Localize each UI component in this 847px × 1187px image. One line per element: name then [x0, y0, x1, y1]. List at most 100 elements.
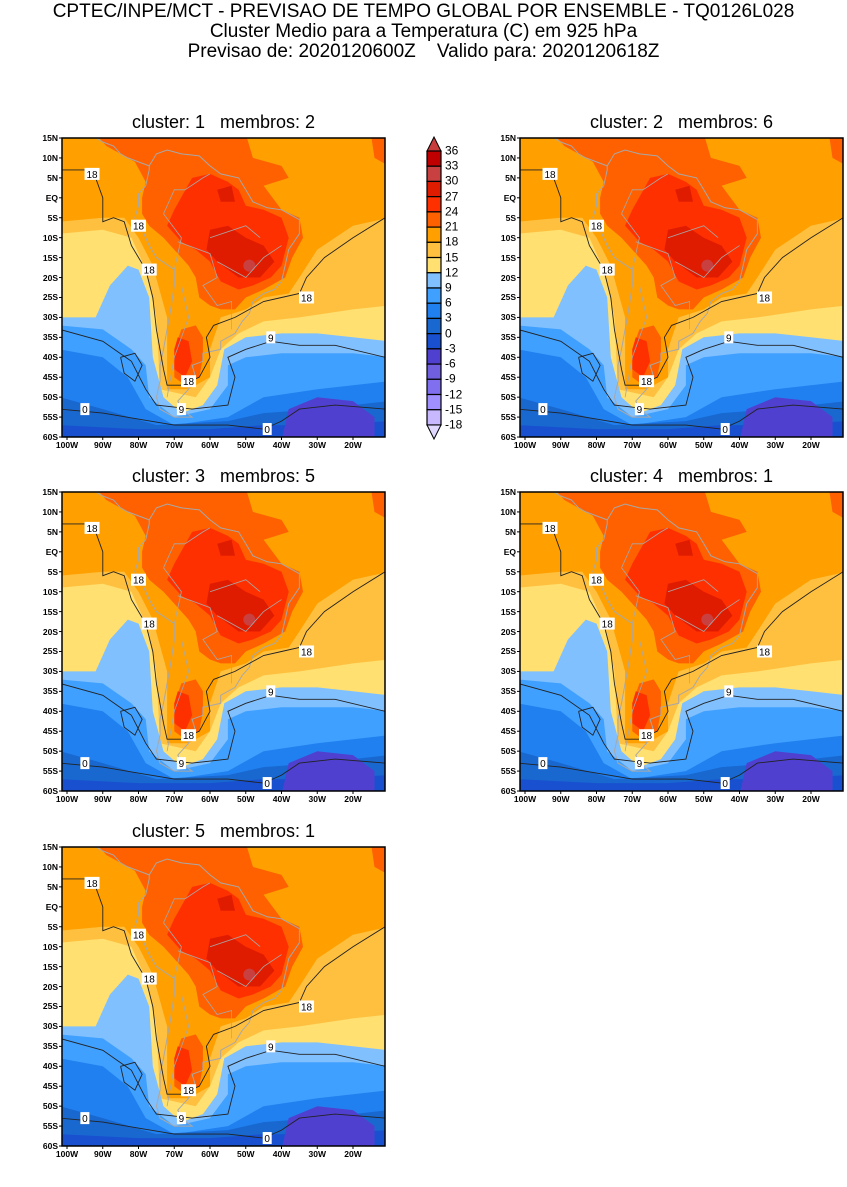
panel-title: cluster: 2 membros: 6 [589, 112, 774, 132]
colorbar-max-triangle [426, 135, 442, 152]
lon-tick-label: 70W [165, 794, 183, 804]
header-line-3: Previsao de: 2020120600Z Valido para: 20… [187, 41, 660, 62]
colorbar-label: 18 [445, 234, 459, 249]
country-border [163, 173, 211, 270]
contour-line [120, 352, 143, 382]
contour-label-bg [262, 423, 272, 436]
colorbar-swatch [426, 196, 442, 213]
header-line-2: Cluster Medio para a Temperatura (C) em … [209, 21, 638, 42]
lat-tick-label: 5N [47, 881, 58, 892]
lat-tick-label: 5S [505, 566, 516, 577]
lat-tick-label: 40S [500, 706, 516, 717]
lat-tick-label: EQ [45, 192, 58, 203]
lon-tick-label: 40W [730, 440, 749, 450]
lat-tick-label: EQ [503, 192, 516, 203]
contour-label: 18 [301, 647, 313, 658]
map-frame [519, 491, 844, 792]
band-minus6-minus3 [740, 397, 833, 437]
country-border [166, 285, 190, 398]
lat-tick-label: 30S [42, 666, 58, 677]
contour-label: 0 [722, 779, 728, 790]
contour-line [62, 523, 385, 740]
band-minus6-minus3 [740, 751, 833, 791]
country-border [209, 579, 261, 593]
contour-label: 18 [183, 731, 195, 742]
contour-label-bg [80, 403, 90, 416]
lon-tick-label: 30W [308, 1149, 326, 1159]
contour-label: 0 [264, 779, 270, 790]
colorbar-swatch [426, 287, 442, 304]
panel-title: cluster: 5 membros: 1 [131, 821, 316, 841]
lon-tick-label: 50W [695, 440, 713, 450]
contour-label-bg [266, 331, 276, 344]
lat-tick-label: 35S [500, 332, 516, 343]
contour-label-bg [589, 219, 605, 232]
lat-tick-label: 50S [42, 1101, 58, 1112]
contour-label: 18 [133, 931, 145, 942]
country-border [217, 954, 282, 988]
map-frame [61, 491, 386, 792]
contour-label: 18 [602, 266, 614, 277]
lat-tick-label: 35S [42, 686, 58, 697]
lat-tick-label: 5N [47, 172, 58, 183]
lat-tick-label: 15S [42, 252, 58, 263]
lat-tick-label: 45S [42, 372, 58, 383]
lat-tick-label: 60S [42, 1141, 58, 1152]
contour-label: 18 [301, 293, 313, 304]
country-border [177, 241, 232, 330]
contour-label-bg [542, 167, 558, 180]
colorbar-label: -3 [445, 341, 456, 356]
lon-tick-label: 100W [55, 794, 79, 804]
lat-tick-label: 35S [500, 686, 516, 697]
lat-tick-label: 15S [500, 606, 516, 617]
lon-tick-label: 100W [513, 440, 537, 450]
contour-label: 9 [268, 1042, 274, 1053]
contour-label-bg [181, 375, 197, 388]
contour-label-bg [131, 573, 147, 586]
colorbar-label: 36 [445, 143, 459, 158]
contour-label-bg [299, 291, 315, 304]
lat-tick-label: 50S [500, 746, 516, 757]
contour-label: 18 [641, 377, 653, 388]
lat-tick-label: 30S [42, 312, 58, 323]
contour-label: 0 [540, 759, 546, 770]
country-border [635, 241, 690, 330]
lon-tick-label: 40W [272, 440, 291, 450]
contour-label-bg [634, 403, 644, 416]
lon-tick-label: 70W [165, 440, 183, 450]
lat-tick-label: 5S [47, 212, 58, 223]
lon-tick-label: 50W [695, 794, 713, 804]
lat-tick-label: 10S [42, 232, 58, 243]
lat-tick-label: 15N [42, 133, 58, 143]
lon-tick-label: 60W [659, 794, 677, 804]
colorbar-swatch [426, 333, 442, 350]
country-border [177, 950, 232, 1039]
band-21-24-ne [829, 138, 843, 164]
contour-label-bg [80, 1112, 90, 1125]
contour-label: 9 [637, 405, 643, 416]
lon-tick-label: 80W [129, 440, 148, 450]
lat-tick-label: 50S [500, 392, 516, 403]
contour-label: 9 [179, 1114, 185, 1125]
lat-tick-label: 55S [500, 412, 516, 423]
colorbar-label: 24 [445, 204, 459, 219]
contour-label: 18 [602, 620, 614, 631]
lon-tick-label: 30W [308, 440, 326, 450]
lon-tick-label: 60W [201, 1149, 219, 1159]
lat-tick-label: 55S [500, 766, 516, 777]
contour-label-bg [724, 331, 734, 344]
band-27-30-north [675, 185, 693, 202]
lon-tick-label: 20W [344, 1149, 362, 1159]
country-border [624, 639, 648, 752]
contour-label-bg [299, 645, 315, 658]
contour-label: 18 [544, 524, 556, 535]
contour-label: 18 [86, 524, 98, 535]
colorbar-label: -6 [445, 356, 456, 371]
lon-tick-label: 80W [587, 440, 606, 450]
map-frame [519, 137, 844, 438]
contour-label-bg [181, 729, 197, 742]
contour-line [520, 523, 843, 740]
lat-tick-label: 60S [42, 786, 58, 797]
contour-label-bg [724, 685, 734, 698]
lat-tick-label: 50S [42, 392, 58, 403]
